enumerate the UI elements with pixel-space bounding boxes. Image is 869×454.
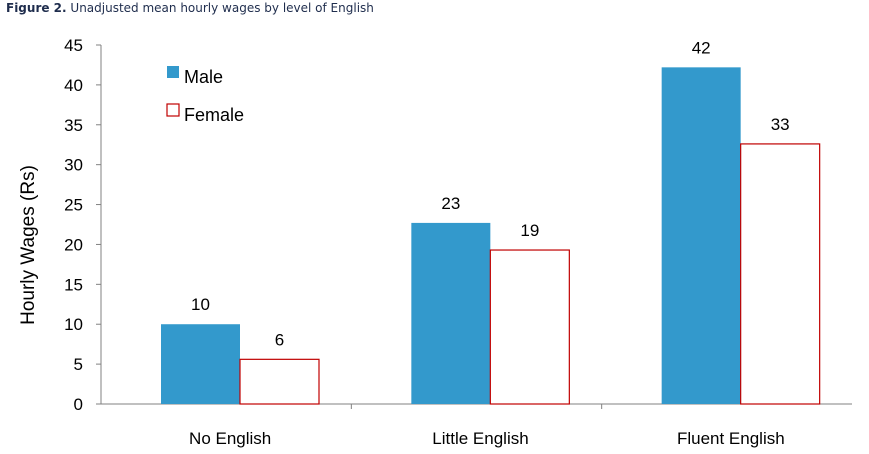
y-tick-label: 10 [64, 315, 83, 334]
y-tick-label: 0 [74, 395, 83, 414]
male-bar [161, 324, 240, 404]
plot-area: 0 5 10 15 20 25 30 35 40 45 No English 10 6 Little En… [64, 36, 852, 448]
y-tick-label: 20 [64, 235, 83, 254]
legend-swatch-male [167, 66, 179, 78]
female-bar [740, 143, 821, 405]
legend-label-female: Female [184, 105, 244, 125]
male-bar [411, 222, 491, 404]
x-category-label: Little English [432, 429, 528, 448]
figure-caption: Figure 2. Unadjusted mean hourly wages b… [6, 1, 374, 15]
y-tick-label: 45 [64, 36, 83, 55]
data-label: 19 [520, 221, 539, 240]
x-category-label: No English [189, 429, 271, 448]
y-axis-label: Hourly Wages (Rs) [18, 165, 39, 325]
data-label: 10 [191, 295, 210, 314]
y-tick-label: 25 [64, 196, 83, 215]
legend-swatch-female [166, 103, 180, 117]
figure-caption-text: Unadjusted mean hourly wages by level of… [66, 1, 374, 15]
data-label: 23 [441, 194, 460, 213]
male-bar [661, 67, 741, 405]
data-label: 33 [771, 115, 790, 134]
female-bar [239, 358, 320, 405]
x-category-label: Fluent English [677, 429, 785, 448]
y-tick-label: 5 [74, 355, 83, 374]
y-tick-label: 40 [64, 76, 83, 95]
y-tick-label: 35 [64, 116, 83, 135]
data-label: 42 [692, 38, 711, 57]
y-tick-label: 15 [64, 275, 83, 294]
figure-label: Figure 2. [6, 1, 67, 15]
y-tick-label: 30 [64, 156, 83, 175]
legend-label-male: Male [184, 67, 223, 87]
legend: Male Female [166, 66, 244, 125]
data-label: 6 [275, 330, 284, 349]
female-bar [489, 249, 570, 405]
